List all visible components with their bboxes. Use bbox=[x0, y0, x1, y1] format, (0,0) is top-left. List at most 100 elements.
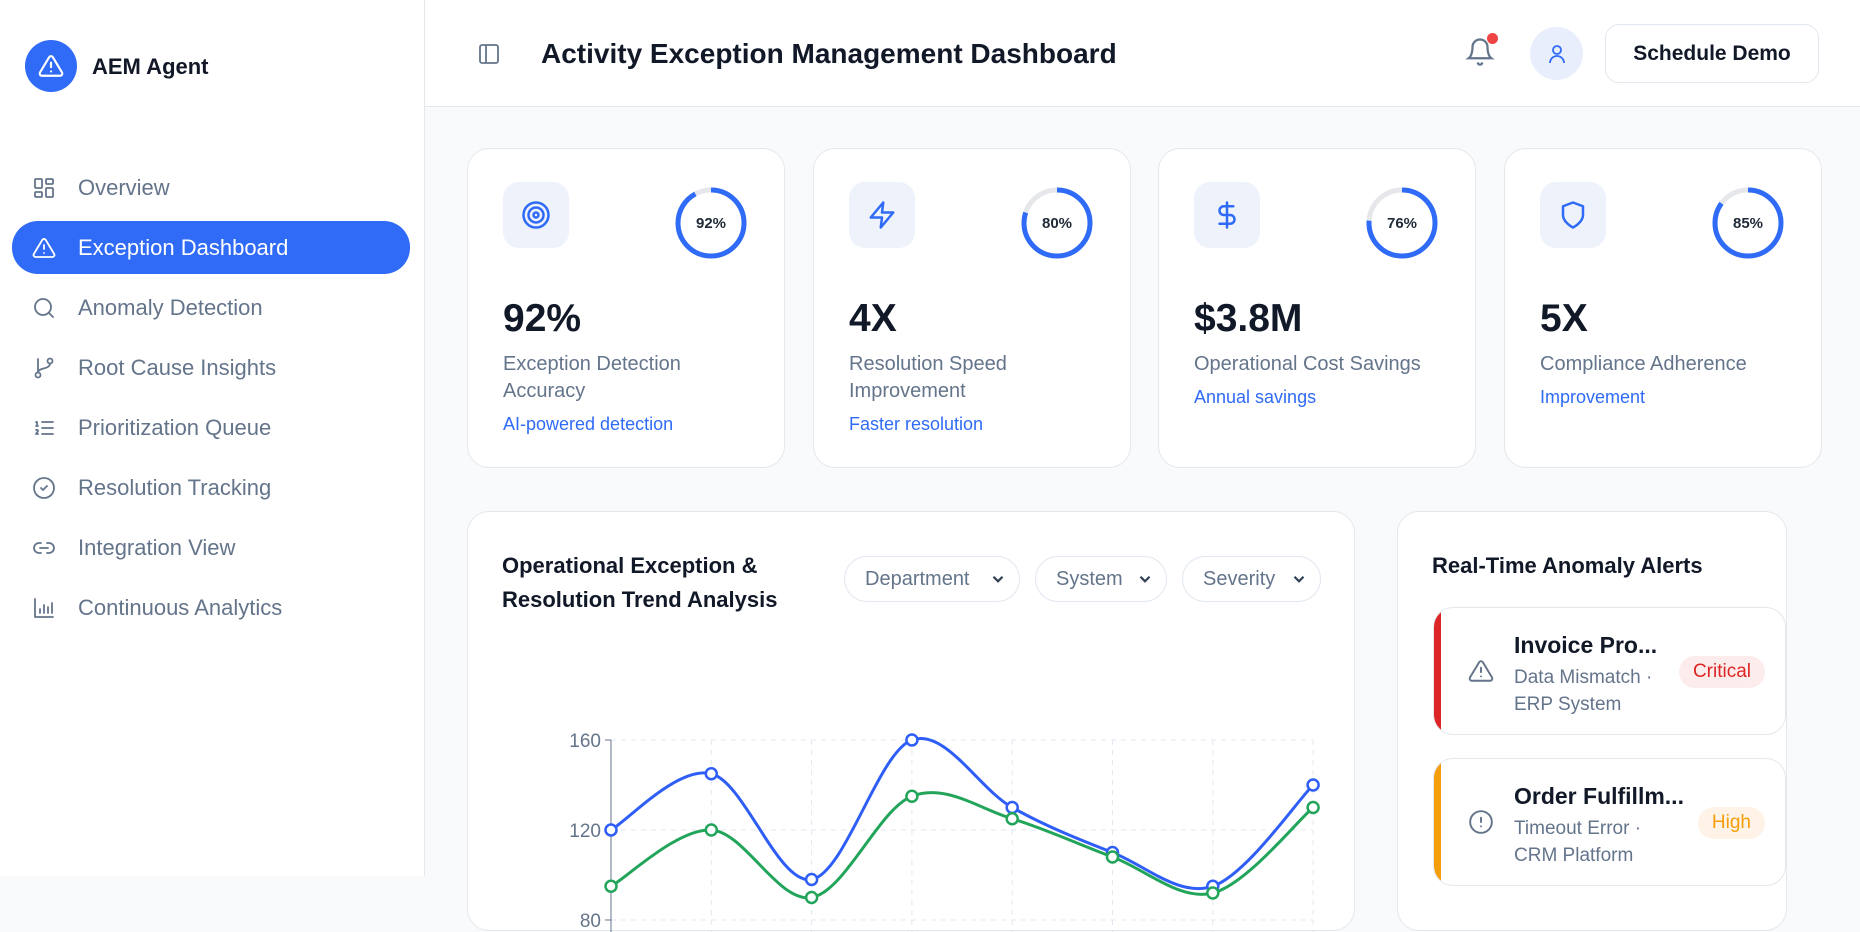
alert-title: Order Fulfillm... bbox=[1514, 783, 1684, 809]
sidebar-item-label: Exception Dashboard bbox=[78, 234, 289, 260]
list-ordered-icon bbox=[35, 420, 54, 435]
data-point bbox=[1005, 812, 1019, 826]
ring-label: 76% bbox=[1386, 214, 1418, 232]
sidebar-item-label: Integration View bbox=[78, 534, 236, 560]
data-point bbox=[1306, 778, 1320, 792]
chevron-down-icon bbox=[1293, 575, 1305, 583]
page-title: Activity Exception Management Dashboard bbox=[541, 38, 1117, 69]
kpi-sublink[interactable]: Improvement bbox=[1540, 387, 1646, 407]
data-point bbox=[1005, 800, 1019, 815]
alert-circle-icon bbox=[1469, 810, 1493, 834]
kpi-label: Compliance Adherence bbox=[1540, 353, 1747, 375]
chevron-down-icon bbox=[992, 575, 1004, 583]
shield-icon bbox=[1561, 201, 1585, 229]
data-point bbox=[1306, 800, 1320, 815]
alert-triangle-icon bbox=[1468, 660, 1494, 682]
progress-ring bbox=[675, 187, 747, 259]
sidebar-toggle-icon[interactable] bbox=[477, 42, 501, 66]
data-point bbox=[804, 890, 819, 905]
chevron-down-icon bbox=[1139, 575, 1151, 583]
ring-label: 92% bbox=[695, 214, 727, 232]
kpi-sublink[interactable]: Faster resolution bbox=[849, 414, 984, 434]
alerts-title: Real-Time Anomaly Alerts bbox=[1432, 553, 1703, 578]
data-point bbox=[604, 879, 618, 893]
data-point bbox=[704, 767, 719, 781]
trend-chart: 160 120 80 bbox=[569, 731, 1320, 932]
severity-badge: Critical bbox=[1678, 656, 1765, 688]
schedule-demo-button[interactable]: Schedule Demo bbox=[1605, 24, 1819, 83]
filter-label: Department bbox=[865, 567, 970, 590]
severity-badge: High bbox=[1697, 807, 1765, 839]
sidebar-item-root-cause-insights[interactable]: Root Cause Insights bbox=[12, 341, 410, 394]
search-icon bbox=[34, 297, 54, 318]
data-point bbox=[905, 733, 919, 747]
sidebar-item-integration-view[interactable]: Integration View bbox=[12, 521, 410, 574]
sidebar-item-resolution-tracking[interactable]: Resolution Tracking bbox=[12, 461, 410, 514]
target-icon bbox=[522, 201, 550, 229]
data-point bbox=[604, 823, 618, 837]
filter-label: Severity bbox=[1203, 567, 1276, 590]
sidebar-item-label: Overview bbox=[78, 174, 170, 200]
y-tick-label: 80 bbox=[580, 911, 601, 932]
alert-desc: Data Mismatch · ERP System bbox=[1514, 667, 1653, 715]
progress-ring-fill bbox=[1366, 187, 1438, 259]
bell-icon[interactable] bbox=[1465, 36, 1495, 68]
filter-severity-dropdown[interactable]: Severity bbox=[1182, 556, 1321, 602]
git-branch-icon bbox=[34, 357, 54, 378]
sidebar-item-prioritization-queue[interactable]: Prioritization Queue bbox=[12, 401, 410, 454]
kpi-icon-box bbox=[1194, 182, 1260, 248]
header: Activity Exception Management Dashboard … bbox=[425, 0, 1860, 107]
notification-dot bbox=[1487, 33, 1498, 44]
kpi-icon-box bbox=[849, 182, 915, 248]
filter-department-dropdown[interactable]: Department bbox=[844, 556, 1020, 602]
filter-system-dropdown[interactable]: System bbox=[1035, 556, 1167, 602]
trend-panel: Operational Exception & Resolution Trend… bbox=[467, 511, 1355, 932]
kpi-label: Exception Detection Accuracy bbox=[503, 353, 681, 402]
sidebar-item-exception-dashboard[interactable]: Exception Dashboard bbox=[12, 221, 410, 274]
sidebar-item-overview[interactable]: Overview bbox=[12, 161, 410, 214]
check-circle-icon bbox=[33, 476, 55, 499]
kpi-value: 5X bbox=[1540, 297, 1588, 340]
y-tick-label: 160 bbox=[569, 731, 601, 752]
sidebar-item-anomaly-detection[interactable]: Anomaly Detection bbox=[12, 281, 410, 334]
kpi-value: 92% bbox=[503, 297, 582, 340]
kpi-card: 92% 92% Exception Detection Accuracy AI-p… bbox=[467, 148, 785, 468]
progress-ring bbox=[1366, 187, 1438, 259]
sidebar-item-label: Anomaly Detection bbox=[78, 294, 263, 320]
data-point bbox=[1105, 850, 1120, 864]
zap-icon bbox=[869, 201, 895, 229]
data-point bbox=[704, 823, 719, 837]
filter-label: System bbox=[1056, 567, 1123, 590]
y-tick-label: 120 bbox=[569, 821, 601, 842]
alert-desc: Timeout Error · CRM Platform bbox=[1514, 818, 1642, 866]
alert-triangle-icon bbox=[38, 55, 64, 77]
dollar-icon bbox=[1218, 201, 1236, 229]
avatar[interactable] bbox=[1530, 27, 1583, 80]
progress-ring bbox=[1712, 187, 1784, 259]
alert-title: Invoice Pro... bbox=[1514, 632, 1658, 658]
link-icon bbox=[33, 541, 55, 554]
sidebar-item-label: Root Cause Insights bbox=[78, 354, 277, 380]
sidebar-item-label: Prioritization Queue bbox=[78, 414, 272, 440]
severity-bar bbox=[1434, 608, 1441, 734]
alert-item[interactable]: Order Fulfillm... Timeout Error · CRM Pla… bbox=[1433, 758, 1786, 886]
alert-item[interactable]: Invoice Pro... Data Mismatch · ERP System… bbox=[1433, 607, 1786, 735]
alert-triangle-icon bbox=[32, 237, 56, 258]
ring-label: 85% bbox=[1732, 214, 1764, 232]
sidebar-item-continuous-analytics[interactable]: Continuous Analytics bbox=[12, 581, 410, 634]
kpi-card: 80% 4X Resolution Speed Improvement Faste… bbox=[813, 148, 1131, 468]
kpi-icon-box bbox=[503, 182, 569, 248]
sidebar-item-label: Resolution Tracking bbox=[78, 474, 272, 500]
kpi-card: 76% $3.8M Operational Cost Savings Annual… bbox=[1158, 148, 1476, 468]
logo bbox=[25, 40, 77, 92]
user-icon bbox=[1548, 44, 1565, 63]
bar-chart-icon bbox=[34, 597, 54, 618]
kpi-label: Resolution Speed Improvement bbox=[849, 353, 1007, 402]
progress-ring-fill bbox=[1021, 187, 1093, 259]
alerts-panel: Real-Time Anomaly Alerts Invoice Pro... D… bbox=[1397, 511, 1787, 931]
kpi-sublink[interactable]: AI-powered detection bbox=[503, 414, 674, 434]
kpi-sublink[interactable]: Annual savings bbox=[1194, 387, 1317, 407]
kpi-value: 4X bbox=[849, 297, 897, 340]
kpi-label: Operational Cost Savings bbox=[1194, 353, 1421, 375]
data-point bbox=[905, 789, 919, 803]
